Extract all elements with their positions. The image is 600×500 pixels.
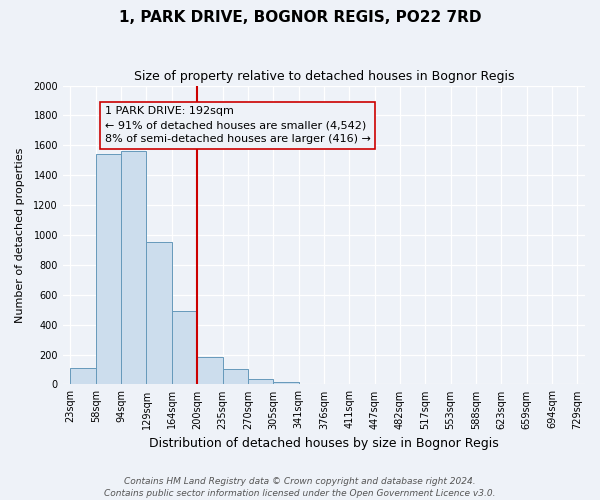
Y-axis label: Number of detached properties: Number of detached properties — [15, 148, 25, 322]
Bar — [273, 382, 299, 384]
Bar — [197, 357, 223, 384]
X-axis label: Distribution of detached houses by size in Bognor Regis: Distribution of detached houses by size … — [149, 437, 499, 450]
Bar — [70, 368, 96, 384]
Text: 1, PARK DRIVE, BOGNOR REGIS, PO22 7RD: 1, PARK DRIVE, BOGNOR REGIS, PO22 7RD — [119, 10, 481, 25]
Bar — [248, 379, 273, 384]
Bar — [223, 370, 248, 384]
Text: Contains HM Land Registry data © Crown copyright and database right 2024.
Contai: Contains HM Land Registry data © Crown c… — [104, 476, 496, 498]
Text: 1 PARK DRIVE: 192sqm
← 91% of detached houses are smaller (4,542)
8% of semi-det: 1 PARK DRIVE: 192sqm ← 91% of detached h… — [104, 106, 370, 144]
Bar — [172, 311, 197, 384]
Bar — [121, 152, 146, 384]
Title: Size of property relative to detached houses in Bognor Regis: Size of property relative to detached ho… — [134, 70, 514, 83]
Bar — [146, 242, 172, 384]
Bar — [96, 154, 121, 384]
